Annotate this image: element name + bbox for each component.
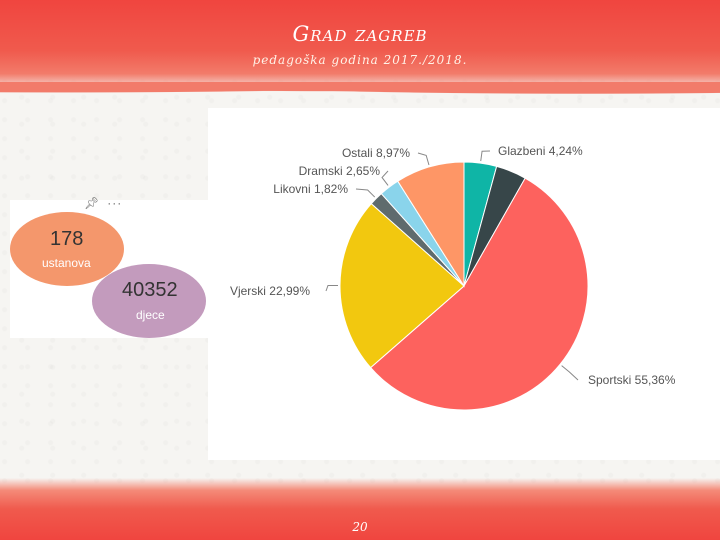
data-label-dramski: Dramski 2,65% [299,164,381,178]
more-icon[interactable]: ··· [107,196,123,210]
children-label: djece [136,308,165,322]
panel-toolbar: 📌︎ ··· [84,196,122,210]
leader-line-dramski [381,170,389,186]
pie-slice-vjerski[interactable] [339,202,465,369]
pin-icon[interactable]: 📌︎ [84,196,100,210]
leader-line-vjerski [325,284,339,292]
pie-slice-sportski[interactable] [369,177,589,411]
stats-panel: 📌︎ ··· 178 ustanova 40352 djece [10,196,208,338]
slide-title: Grad zagreb [292,22,428,46]
data-label-likovni: Likovni 1,82% [273,182,348,196]
institutions-label: ustanova [42,256,91,270]
pie-chart: Glazbeni 4,24% Sportski 55,36% Vjerski 22,… [230,144,676,411]
pie-slice-ostali[interactable] [397,161,465,288]
data-label-sportski: Sportski 55,36% [588,373,676,387]
data-label-glazbeni: Glazbeni 4,24% [498,144,583,158]
data-label-ostali: Ostali 8,97% [342,146,410,160]
children-count: 40352 [122,279,178,301]
slide-subtitle: pedagoška godina 2017./2018. [252,53,468,67]
leader-line-glazbeni [480,150,491,162]
leader-line-ostali [417,152,430,166]
institutions-bubble: 178 ustanova [10,212,124,286]
data-label-vjerski: Vjerski 22,99% [230,284,310,298]
institutions-count: 178 [50,228,84,250]
leader-line-sportski [561,365,579,381]
header-brush-stroke [0,0,720,100]
pie-chart-panel: Glazbeni 4,24% Sportski 55,36% Vjerski 22,… [208,108,720,460]
children-bubble: 40352 djece [92,264,206,338]
page-number: 20 [352,520,368,534]
footer-brush-stroke [0,478,720,540]
leader-line-likovni [355,188,376,198]
